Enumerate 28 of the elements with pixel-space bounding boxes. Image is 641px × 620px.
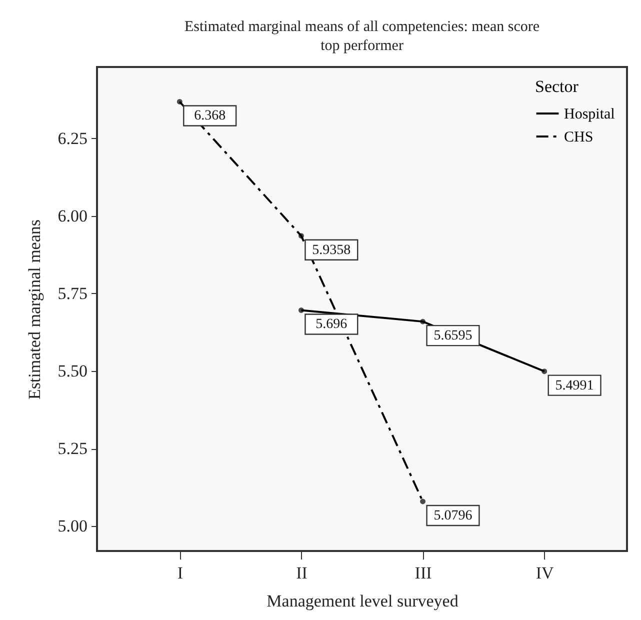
y-axis-title: Estimated marginal means — [24, 219, 44, 400]
data-label: 6.368 — [194, 108, 226, 124]
point — [420, 318, 426, 324]
legend-label: CHS — [564, 130, 594, 146]
data-label: 5.4991 — [555, 378, 594, 394]
chart-title: Estimated marginal means of all competencies: mean score top performer — [184, 19, 540, 54]
data-label: 5.9358 — [312, 242, 351, 258]
x-tick-label: III — [414, 564, 432, 582]
point — [542, 368, 548, 374]
data-label: 5.696 — [316, 317, 348, 332]
legend-title: Sector — [535, 77, 579, 96]
y-tick-label: 5.25 — [58, 439, 88, 458]
point — [420, 498, 426, 504]
x-tick-label: I — [177, 564, 184, 582]
point — [298, 308, 304, 313]
point — [176, 99, 182, 104]
legend-label: Hospital — [564, 106, 615, 122]
x-axis-title: Management level surveyed — [266, 592, 459, 610]
data-label: 5.0796 — [434, 508, 472, 524]
y-tick-label: 5.75 — [58, 284, 88, 303]
y-tick-label: 6.25 — [58, 128, 88, 148]
y-tick-label: 5.00 — [58, 516, 88, 536]
x-tick-label: IV — [536, 564, 555, 582]
point — [298, 233, 304, 239]
y-tick-label: 5.50 — [58, 362, 88, 381]
y-tick-label: 6.00 — [58, 206, 88, 226]
x-tick-label: II — [296, 564, 308, 582]
data-label: 5.6595 — [434, 328, 472, 344]
